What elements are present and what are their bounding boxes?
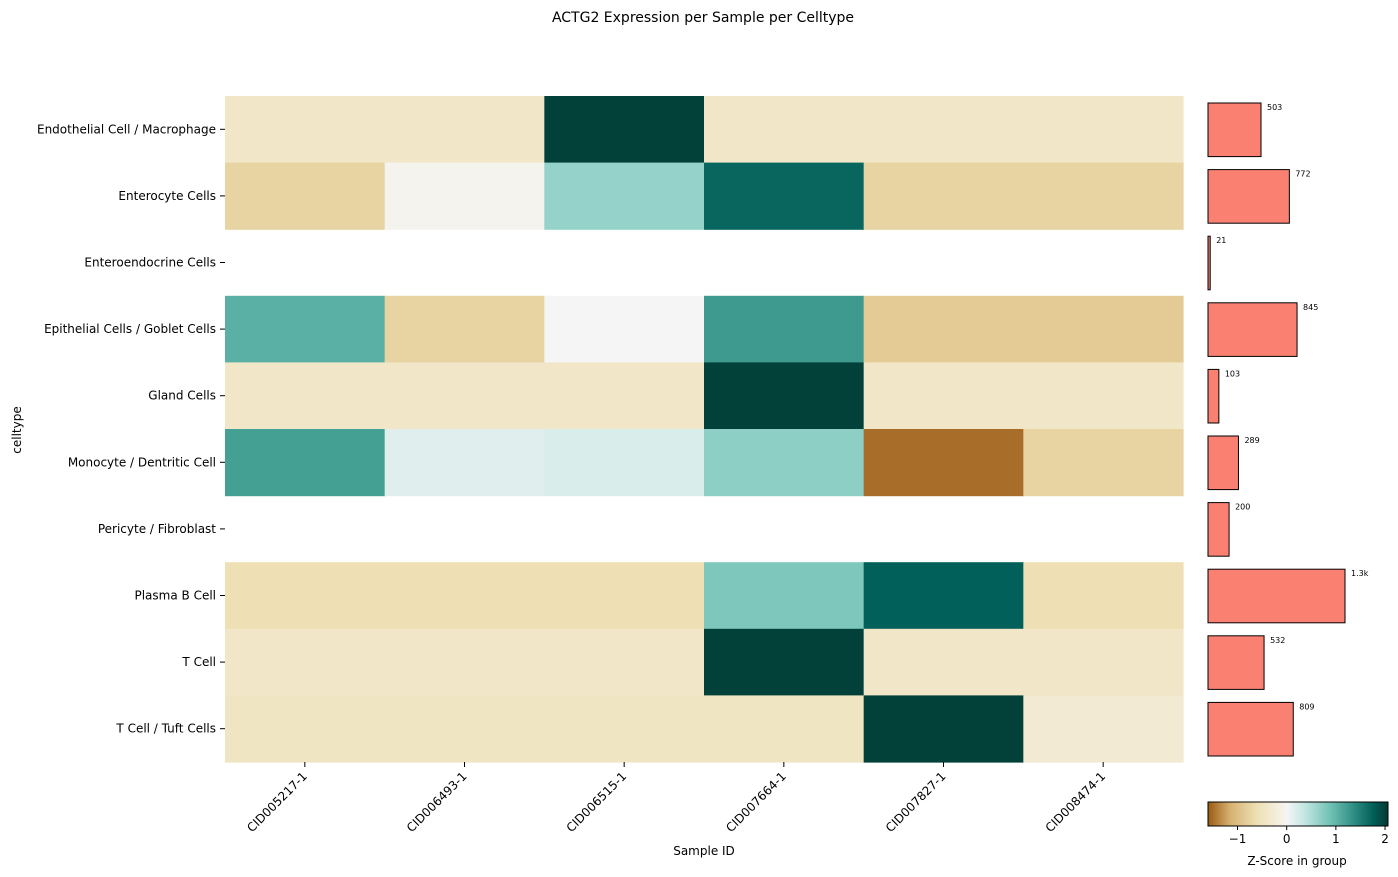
heatmap-cell	[225, 162, 386, 230]
heatmap-cell	[384, 429, 545, 497]
heatmap-cell	[384, 295, 545, 363]
heatmap-cell	[384, 362, 545, 430]
heatmap-cell	[384, 562, 545, 630]
y-tick-label: Gland Cells	[148, 389, 216, 403]
count-bar-label: 289	[1244, 436, 1259, 445]
heatmap-cell	[704, 628, 865, 696]
heatmap-cell	[704, 162, 865, 230]
heatmap-cell	[544, 562, 705, 630]
heatmap-cell	[384, 695, 545, 763]
heatmap-cell	[863, 628, 1024, 696]
heatmap-cell	[225, 429, 386, 497]
heatmap-cell	[384, 628, 545, 696]
heatmap-cell	[1023, 96, 1184, 164]
y-tick-label: Epithelial Cells / Goblet Cells	[44, 322, 216, 336]
heatmap-cell	[544, 429, 705, 497]
colorbar-tick-label: 1	[1332, 832, 1340, 846]
heatmap-cell	[225, 695, 386, 763]
heatmap-cell	[704, 96, 865, 164]
count-bar-label: 1.3k	[1351, 569, 1369, 578]
x-tick-label: CID005217-1	[244, 769, 310, 835]
y-tick-label: Monocyte / Dentritic Cell	[68, 455, 216, 469]
heatmap-cell	[225, 628, 386, 696]
count-bar	[1207, 169, 1290, 224]
heatmap-cell	[225, 362, 386, 430]
colorbar-tick-label: −1	[1229, 832, 1247, 846]
heatmap-cell	[704, 362, 865, 430]
heatmap-cell	[384, 162, 545, 230]
heatmap-cell	[544, 162, 705, 230]
heatmap-cell	[863, 295, 1024, 363]
heatmap-cell	[1023, 429, 1184, 497]
y-tick-label: T Cell / Tuft Cells	[115, 722, 216, 736]
y-tick-label: Endothelial Cell / Macrophage	[37, 122, 216, 136]
y-tick-label: Enterocyte Cells	[118, 189, 216, 203]
heatmap-cell	[863, 162, 1024, 230]
count-bar-label: 200	[1235, 503, 1250, 512]
y-tick-label: Enteroendocrine Cells	[84, 256, 216, 270]
colorbar-label: Z-Score in group	[1247, 854, 1346, 868]
heatmap-cell	[225, 562, 386, 630]
x-tick-label: CID008474-1	[1043, 769, 1109, 835]
heatmap-cell	[1023, 162, 1184, 230]
heatmap-cell	[1023, 628, 1184, 696]
x-axis-label: Sample ID	[673, 844, 735, 858]
cell-count-bars: 503 772 21 845 103 289 200 1.3k 532 809	[1207, 102, 1369, 757]
y-tick-label: Pericyte / Fibroblast	[98, 522, 216, 536]
count-bar-label: 772	[1295, 170, 1310, 179]
heatmap-cell	[225, 96, 386, 164]
count-bar	[1207, 102, 1262, 158]
count-bar	[1207, 302, 1298, 357]
colorbar-tick-label: 0	[1283, 832, 1291, 846]
y-tick-label: Plasma B Cell	[134, 589, 216, 603]
heatmap-cell	[544, 295, 705, 363]
count-bar	[1207, 568, 1346, 624]
heatmap-cell	[1023, 295, 1184, 363]
x-tick-label: CID007827-1	[883, 769, 949, 835]
heatmap-cell	[704, 429, 865, 497]
count-bar-label: 532	[1270, 636, 1285, 645]
heatmap-cell	[384, 96, 545, 164]
heatmap-cell	[704, 562, 865, 630]
count-bar	[1207, 701, 1294, 757]
count-bar-label: 103	[1225, 369, 1240, 378]
x-tick-label: CID006493-1	[404, 769, 470, 835]
count-bar-label: 845	[1303, 303, 1318, 312]
count-bar	[1207, 368, 1220, 424]
chart-title: ACTG2 Expression per Sample per Celltype	[552, 10, 854, 26]
colorbar-tick-label: 2	[1381, 832, 1389, 846]
count-bar	[1207, 235, 1211, 291]
heatmap-cell	[1023, 562, 1184, 630]
count-bar	[1207, 435, 1239, 491]
heatmap-cell	[1023, 695, 1184, 763]
count-bar	[1207, 502, 1230, 557]
y-tick-label: T Cell	[181, 655, 216, 669]
count-bar-label: 809	[1299, 702, 1314, 711]
x-axis: CID005217-1 CID006493-1 CID006515-1 CID0076…	[244, 762, 1108, 835]
heatmap-cell	[863, 429, 1024, 497]
y-axis-label: celltype	[10, 406, 24, 453]
heatmap-cell	[704, 295, 865, 363]
heatmap-cell	[544, 628, 705, 696]
colorbar-gradient	[1207, 801, 1389, 827]
x-tick-label: CID006515-1	[564, 769, 630, 835]
count-bar-label: 21	[1216, 236, 1226, 245]
count-bar-label: 503	[1267, 103, 1282, 112]
count-bar	[1207, 635, 1265, 690]
heatmap-cell	[1023, 362, 1184, 430]
heatmap-cell	[544, 96, 705, 164]
heatmap-cell	[863, 362, 1024, 430]
heatmap-grid	[225, 96, 1184, 763]
y-axis: Endothelial Cell / Macrophage Enterocyte …	[37, 122, 225, 736]
heatmap-cell	[704, 695, 865, 763]
heatmap-cell	[863, 562, 1024, 630]
heatmap-cell	[863, 695, 1024, 763]
colorbar: −1 0 1 2	[1207, 801, 1389, 846]
heatmap-cell	[544, 695, 705, 763]
heatmap-cell	[225, 295, 386, 363]
heatmap-cell	[544, 362, 705, 430]
x-tick-label: CID007664-1	[723, 769, 789, 835]
heatmap-cell	[863, 96, 1024, 164]
